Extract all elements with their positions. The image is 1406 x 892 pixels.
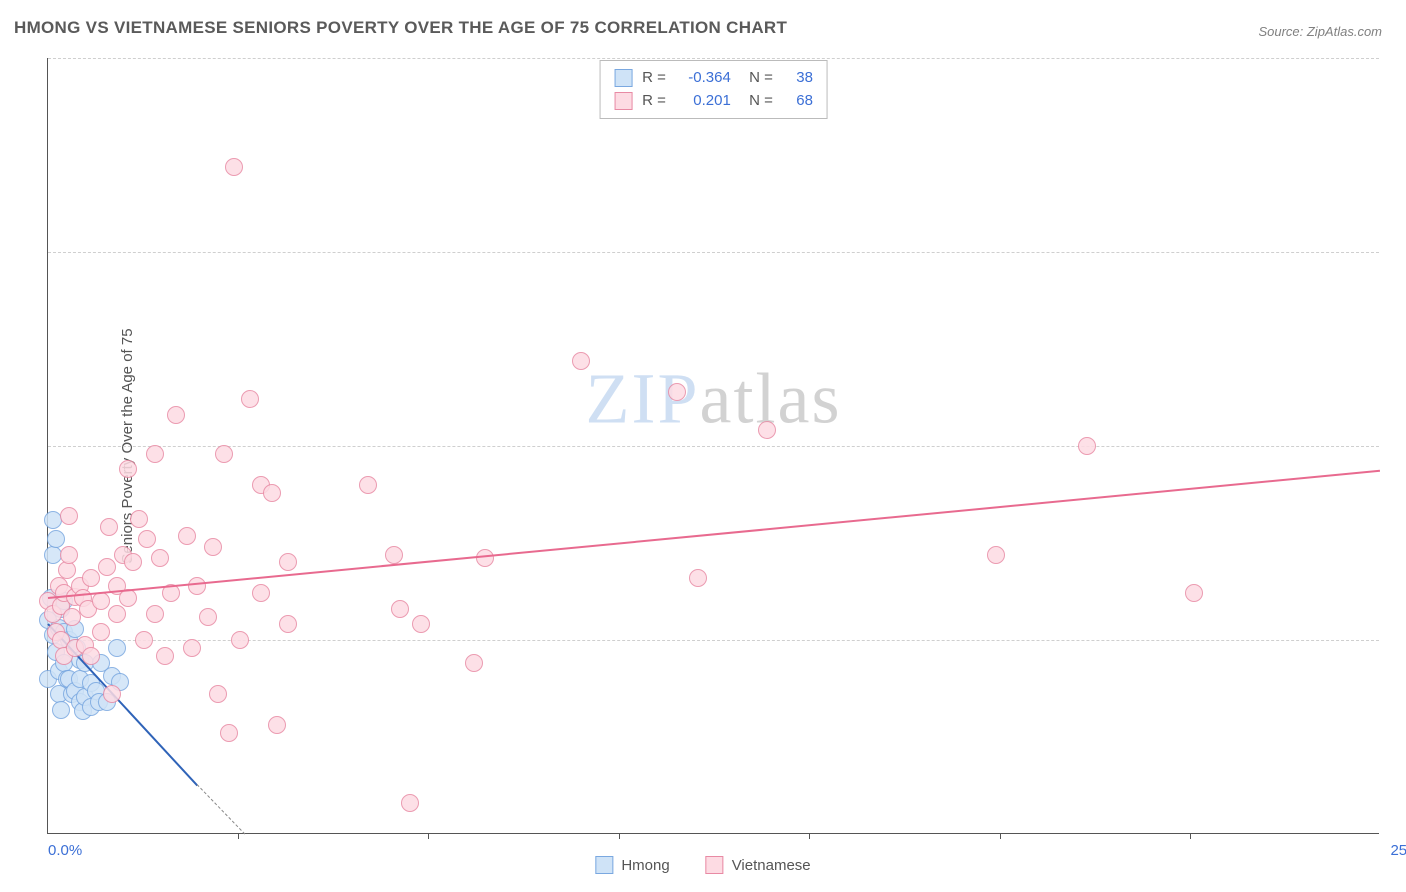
- data-point: [412, 615, 430, 633]
- data-point: [1185, 584, 1203, 602]
- data-point: [215, 445, 233, 463]
- data-point: [241, 390, 259, 408]
- stats-row: R = -0.364 N = 38: [614, 67, 813, 90]
- data-point: [108, 605, 126, 623]
- watermark: ZIPatlas: [586, 358, 842, 441]
- source-label: Source: ZipAtlas.com: [1258, 24, 1382, 39]
- data-point: [188, 577, 206, 595]
- data-point: [220, 724, 238, 742]
- data-point: [1078, 437, 1096, 455]
- data-point: [100, 518, 118, 536]
- data-point: [135, 631, 153, 649]
- data-point: [52, 701, 70, 719]
- data-point: [359, 476, 377, 494]
- legend-item: Vietnamese: [706, 856, 811, 874]
- data-point: [209, 685, 227, 703]
- chart-title: HMONG VS VIETNAMESE SENIORS POVERTY OVER…: [14, 18, 787, 38]
- x-tick-mark: [1000, 833, 1001, 839]
- stat-n-label: N =: [741, 67, 773, 90]
- data-point: [130, 510, 148, 528]
- y-tick-label: 25.0%: [1389, 438, 1406, 455]
- data-point: [225, 158, 243, 176]
- data-point: [668, 383, 686, 401]
- data-point: [119, 460, 137, 478]
- stat-n-label: N =: [741, 90, 773, 113]
- x-tick-mark: [619, 833, 620, 839]
- data-point: [98, 558, 116, 576]
- data-point: [103, 685, 121, 703]
- data-point: [58, 561, 76, 579]
- trend-line: [197, 784, 246, 834]
- grid-line: [48, 58, 1379, 59]
- stat-r-label: R =: [642, 90, 666, 113]
- data-point: [391, 600, 409, 618]
- data-point: [987, 546, 1005, 564]
- data-point: [151, 549, 169, 567]
- x-tick-mark: [1190, 833, 1191, 839]
- grid-line: [48, 252, 1379, 253]
- data-point: [108, 639, 126, 657]
- data-point: [689, 569, 707, 587]
- stats-row: R = 0.201 N = 68: [614, 90, 813, 113]
- grid-line: [48, 446, 1379, 447]
- data-point: [279, 615, 297, 633]
- legend-swatch: [614, 69, 632, 87]
- data-point: [146, 605, 164, 623]
- data-point: [231, 631, 249, 649]
- legend-label: Vietnamese: [732, 857, 811, 874]
- legend-swatch: [614, 92, 632, 110]
- data-point: [199, 608, 217, 626]
- y-tick-label: 12.5%: [1389, 632, 1406, 649]
- y-tick-label: 50.0%: [1389, 50, 1406, 67]
- data-point: [167, 406, 185, 424]
- data-point: [758, 421, 776, 439]
- data-point: [92, 592, 110, 610]
- data-point: [385, 546, 403, 564]
- data-point: [156, 647, 174, 665]
- data-point: [82, 647, 100, 665]
- data-point: [263, 484, 281, 502]
- data-point: [465, 654, 483, 672]
- x-tick-last: 25.0%: [1390, 842, 1406, 859]
- stat-n-value: 38: [783, 67, 813, 90]
- x-tick-mark: [809, 833, 810, 839]
- trend-line: [48, 469, 1380, 598]
- data-point: [146, 445, 164, 463]
- data-point: [268, 716, 286, 734]
- stats-legend: R = -0.364 N = 38 R = 0.201 N = 68: [599, 60, 828, 119]
- x-tick-mark: [238, 833, 239, 839]
- data-point: [47, 530, 65, 548]
- data-point: [60, 546, 78, 564]
- legend-label: Hmong: [621, 857, 669, 874]
- data-point: [401, 794, 419, 812]
- legend-swatch: [706, 856, 724, 874]
- data-point: [183, 639, 201, 657]
- data-point: [82, 569, 100, 587]
- stat-r-value: 0.201: [676, 90, 731, 113]
- data-point: [178, 527, 196, 545]
- stat-r-value: -0.364: [676, 67, 731, 90]
- x-tick-first: 0.0%: [48, 842, 82, 859]
- plot-area: ZIPatlas 0.0% 25.0% R =-0.364 N =38R =0.…: [47, 58, 1379, 834]
- stat-r-label: R =: [642, 67, 666, 90]
- data-point: [60, 507, 78, 525]
- data-point: [252, 584, 270, 602]
- legend-swatch: [595, 856, 613, 874]
- x-tick-mark: [428, 833, 429, 839]
- data-point: [124, 553, 142, 571]
- stat-n-value: 68: [783, 90, 813, 113]
- data-point: [204, 538, 222, 556]
- data-point: [92, 623, 110, 641]
- y-tick-label: 37.5%: [1389, 244, 1406, 261]
- series-legend: Hmong Vietnamese: [595, 856, 810, 874]
- data-point: [138, 530, 156, 548]
- data-point: [572, 352, 590, 370]
- data-point: [279, 553, 297, 571]
- legend-item: Hmong: [595, 856, 669, 874]
